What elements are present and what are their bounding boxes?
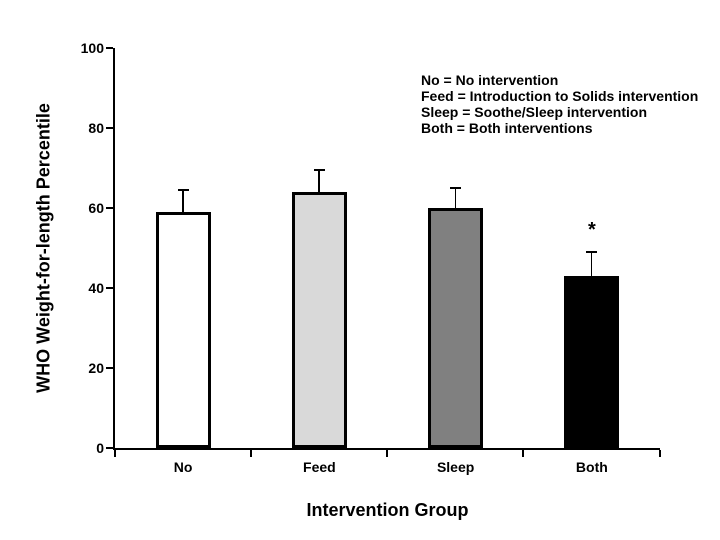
legend-line-no: No = No intervention (421, 72, 559, 88)
bar-both (564, 276, 620, 448)
x-tick (113, 450, 116, 457)
y-tick-label: 20 (88, 360, 104, 376)
x-tick (658, 450, 661, 457)
x-tick (386, 450, 388, 457)
y-tick-label: 0 (96, 440, 104, 456)
bar-sleep (428, 208, 484, 448)
significance-asterisk: * (587, 219, 596, 241)
error-bar-line-sleep (454, 188, 457, 208)
y-tick (106, 207, 113, 209)
error-bar-cap-both (586, 251, 598, 253)
error-bar-line-both (590, 252, 593, 276)
y-tick-label: 100 (80, 40, 104, 56)
legend-line-sleep: Sleep = Soothe/Sleep intervention (421, 104, 647, 120)
error-bar-line-no (182, 190, 184, 212)
y-axis-line (113, 48, 115, 450)
legend-line-feed: Feed = Introduction to Solids interventi… (421, 88, 699, 104)
error-bar-cap-feed (313, 169, 325, 171)
x-category-label-both: Both (575, 459, 608, 475)
legend-block: No = No intervention Feed = Introduction… (421, 72, 698, 136)
x-axis-title: Intervention Group (306, 500, 469, 520)
y-tick-label: 40 (88, 280, 104, 296)
x-tick (522, 450, 525, 457)
y-axis-title: WHO Weight-for-length Percentile (33, 103, 54, 393)
x-category-label-feed: Feed (303, 459, 336, 475)
bar-feed (291, 192, 347, 448)
y-tick (106, 47, 113, 49)
x-category-label-no: No (173, 459, 193, 475)
y-tick-label: 80 (88, 120, 104, 136)
x-category-label-sleep: Sleep (436, 459, 475, 475)
x-axis-line (113, 448, 660, 450)
y-tick (106, 447, 113, 449)
legend-line-both: Both = Both interventions (421, 120, 593, 136)
y-tick (106, 287, 113, 289)
error-bar-cap-sleep (450, 187, 462, 189)
y-tick (106, 127, 113, 129)
error-bar-cap-no (177, 189, 189, 191)
y-tick-label: 60 (88, 200, 104, 216)
y-tick (106, 367, 113, 369)
error-bar-line-feed (318, 170, 320, 192)
bar-no (155, 212, 211, 448)
x-tick (249, 450, 252, 457)
